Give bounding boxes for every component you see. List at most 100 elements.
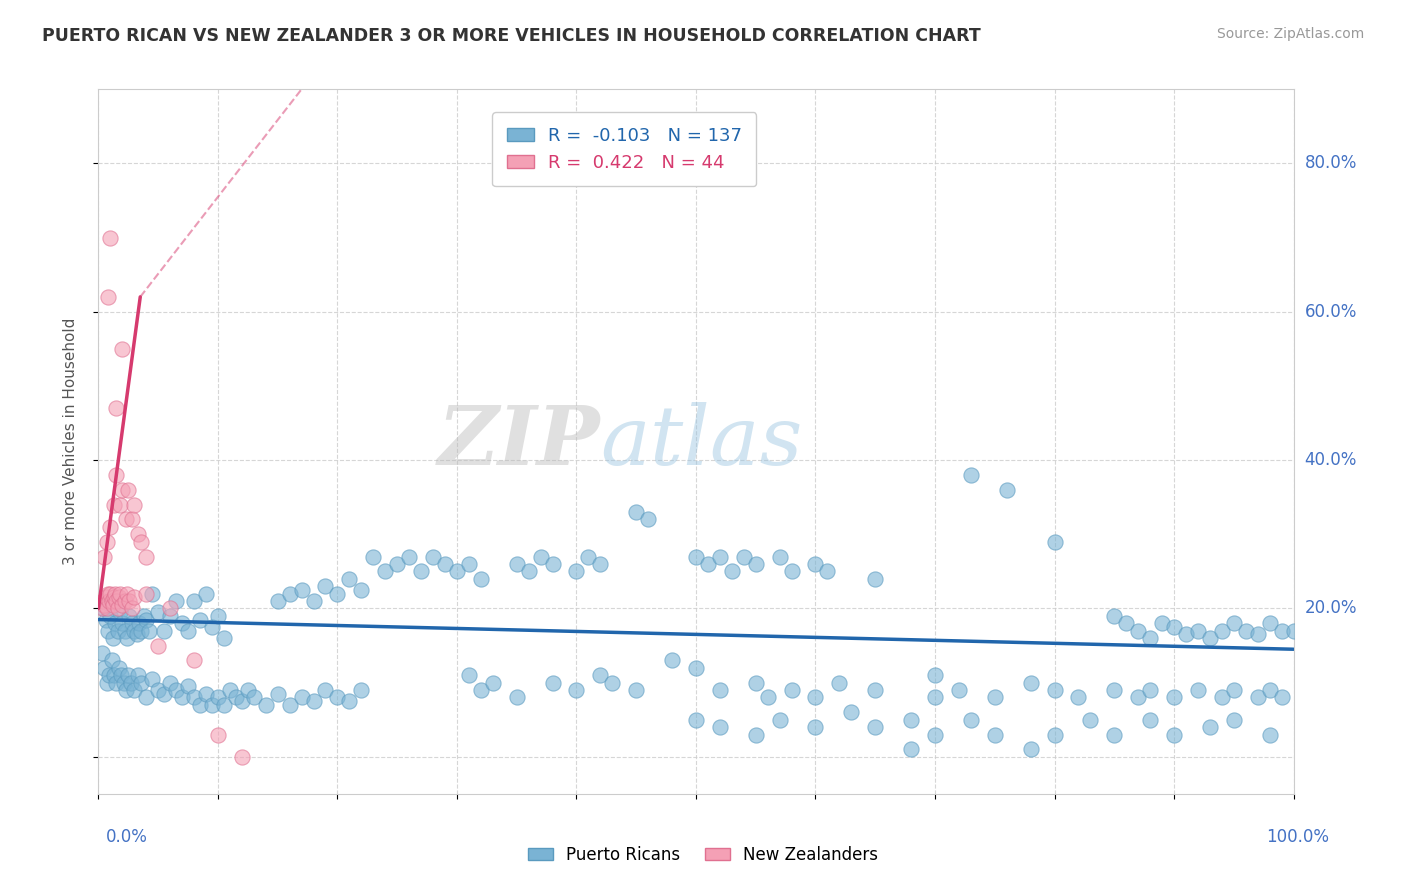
Text: ZIP: ZIP [437, 401, 600, 482]
Point [661, 653, 683, 667]
Point [602, 675, 624, 690]
Point [117, 483, 139, 497]
Point [153, 624, 176, 638]
Point [685, 661, 707, 675]
Point [121, 512, 143, 526]
Point [159, 608, 181, 623]
Point [374, 565, 396, 579]
Point [131, 675, 153, 690]
Point [517, 565, 540, 579]
Point [756, 690, 779, 705]
Point [231, 694, 253, 708]
Point [1163, 690, 1185, 705]
Point [131, 624, 153, 638]
Point [135, 549, 157, 564]
Point [124, 683, 146, 698]
Point [267, 594, 290, 608]
Point [350, 683, 373, 698]
Point [385, 557, 409, 571]
Point [141, 586, 163, 600]
Point [93, 661, 115, 675]
Point [948, 683, 970, 698]
Point [865, 572, 887, 586]
Point [565, 683, 588, 698]
Point [131, 534, 153, 549]
Point [482, 675, 505, 690]
Point [769, 549, 792, 564]
Point [127, 527, 149, 541]
Point [637, 512, 659, 526]
Point [96, 675, 118, 690]
Point [685, 549, 707, 564]
Point [104, 586, 127, 600]
Point [111, 598, 134, 612]
Point [565, 565, 588, 579]
Point [127, 668, 149, 682]
Point [1128, 624, 1150, 638]
Point [828, 675, 851, 690]
Text: 80.0%: 80.0% [1305, 154, 1357, 172]
Point [125, 627, 148, 641]
Point [105, 675, 128, 690]
Point [100, 653, 122, 667]
Point [93, 598, 115, 612]
Point [1152, 616, 1174, 631]
Point [1223, 683, 1246, 698]
Point [115, 512, 138, 526]
Point [900, 713, 922, 727]
Point [1282, 624, 1305, 638]
Point [104, 616, 127, 631]
Point [207, 608, 229, 623]
Point [135, 690, 157, 705]
Point [236, 683, 259, 698]
Point [177, 624, 200, 638]
Point [98, 594, 121, 608]
Point [817, 565, 839, 579]
Point [98, 520, 122, 534]
Point [446, 565, 468, 579]
Point [115, 683, 138, 698]
Point [363, 549, 385, 564]
Point [1223, 616, 1246, 631]
Point [1080, 713, 1102, 727]
Point [302, 694, 325, 708]
Point [541, 675, 564, 690]
Point [278, 698, 301, 712]
Point [124, 498, 146, 512]
Point [118, 594, 141, 608]
Point [1019, 742, 1042, 756]
Point [225, 690, 247, 705]
Point [1271, 690, 1294, 705]
Point [685, 713, 707, 727]
Point [124, 591, 146, 605]
Point [1258, 727, 1281, 741]
Point [172, 616, 194, 631]
Point [745, 557, 768, 571]
Point [1211, 624, 1233, 638]
Text: 0.0%: 0.0% [105, 828, 148, 846]
Point [98, 586, 122, 600]
Point [291, 582, 314, 597]
Point [326, 586, 349, 600]
Point [1043, 683, 1066, 698]
Point [107, 601, 129, 615]
Point [1247, 627, 1270, 641]
Point [159, 675, 181, 690]
Point [148, 639, 170, 653]
Point [1139, 713, 1161, 727]
Point [1187, 683, 1209, 698]
Point [1139, 631, 1161, 645]
Point [422, 549, 444, 564]
Point [148, 605, 170, 619]
Point [804, 720, 827, 734]
Point [924, 727, 946, 741]
Point [98, 668, 121, 682]
Point [94, 591, 117, 605]
Point [780, 683, 803, 698]
Text: 60.0%: 60.0% [1305, 302, 1357, 321]
Point [91, 601, 114, 615]
Point [1043, 534, 1066, 549]
Point [111, 342, 134, 356]
Point [108, 586, 131, 600]
Legend: Puerto Ricans, New Zealanders: Puerto Ricans, New Zealanders [522, 839, 884, 871]
